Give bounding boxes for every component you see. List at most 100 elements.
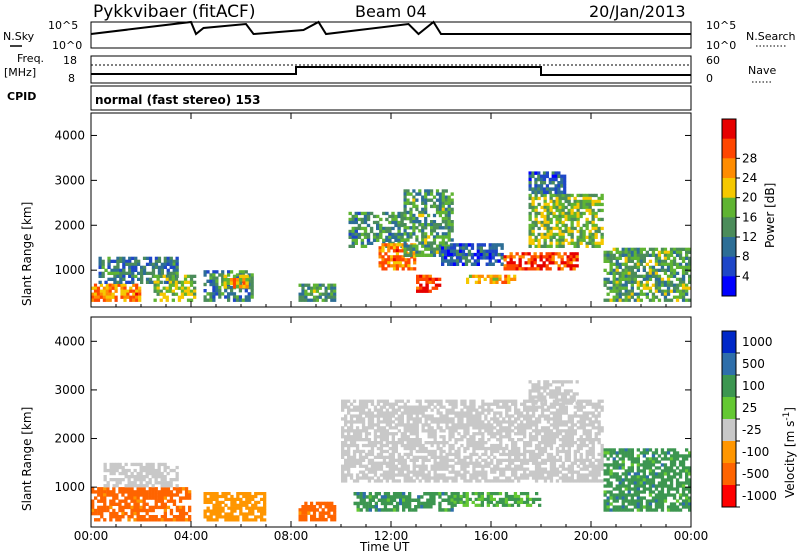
data-cell-2 [215,497,219,501]
data-cell-8 [627,478,631,482]
data-cell-4 [385,420,389,424]
data-cell-6 [391,226,395,231]
data-cell-2 [156,292,160,296]
data-cell-6 [486,497,490,501]
data-cell-4 [487,455,491,459]
data-cell-8 [645,499,649,503]
data-cell-11 [492,280,496,284]
data-cell-15 [654,259,659,263]
data-cell-4 [511,441,515,445]
data-cell-15 [666,256,671,260]
data-cell-4 [514,458,518,462]
data-cell-10 [473,252,477,257]
data-cell-0 [99,292,103,296]
data-cell-8 [615,454,619,458]
data-cell-4 [478,446,482,451]
data-cell-8 [651,457,656,461]
data-cell-13 [567,241,571,245]
data-cell-4 [508,417,512,421]
data-cell-4 [588,470,592,474]
data-cell-2 [230,506,234,510]
data-cell-4 [364,405,369,409]
data-cell-4 [442,414,446,418]
data-cell-4 [463,446,467,451]
data-cell-4 [520,426,524,430]
data-cell-4 [412,458,416,462]
data-cell-4 [552,423,557,427]
data-cell-4 [567,455,571,459]
data-cell-4 [391,443,395,448]
data-cell-8 [412,244,416,248]
data-cell-6 [363,232,368,237]
data-cell-4 [570,423,574,427]
data-cell-8 [621,493,625,497]
data-cell-8 [415,207,419,212]
data-cell-2 [242,500,246,504]
data-cell-0 [138,286,142,290]
data-cell-4 [460,417,464,421]
data-cell-8 [435,250,440,254]
data-cell-4 [573,470,577,474]
data-cell-15 [685,253,689,257]
data-cell-3 [203,295,207,299]
data-cell-4 [552,470,557,474]
data-cell-3 [324,505,328,509]
data-cell-14 [545,174,549,179]
data-cell-4 [239,278,243,282]
data-cell-3 [330,501,334,506]
data-cell-15 [609,265,613,269]
data-cell-0 [169,511,174,516]
data-cell-8 [648,502,653,506]
data-cell-0 [130,515,134,519]
data-cell-1 [142,256,147,260]
data-cell-13 [558,214,562,219]
data-cell-4 [561,443,565,448]
data-cell-13 [585,226,589,231]
data-cell-4 [242,284,246,289]
data-cell-4 [567,470,571,474]
data-cell-4 [415,399,419,403]
data-cell-0 [99,295,103,299]
data-cell-13 [549,211,553,216]
data-cell-15 [663,247,668,251]
data-cell-4 [549,438,554,442]
data-cell-4 [570,426,574,430]
data-cell-4 [528,441,533,445]
data-cell-4 [537,461,542,465]
data-cell-4 [406,473,410,477]
data-cell-14 [534,181,538,185]
data-cell-8 [409,244,413,248]
data-cell-7 [413,255,417,259]
data-cell-0 [94,511,98,516]
data-cell-1 [101,274,105,278]
data-cell-4 [379,452,384,457]
data-cell-13 [537,211,541,216]
data-cell-4 [361,464,366,468]
data-cell-4 [472,426,476,430]
data-cell-4 [400,441,404,445]
data-cell-4 [403,408,407,412]
data-cell-4 [344,417,348,421]
data-cell-4 [364,443,369,448]
data-cell-15 [681,277,686,281]
data-cell-4 [242,281,246,286]
data-cell-6 [501,497,506,501]
data-cell-1 [157,256,162,260]
data-cell-13 [555,220,559,225]
data-cell-3 [206,298,210,302]
data-cell-4 [388,473,392,477]
data-cell-4 [496,479,500,483]
data-cell-1 [145,256,150,260]
data-cell-0 [106,505,110,510]
data-cell-4 [534,438,539,442]
data-cell-7 [555,380,559,384]
data-cell-4 [478,464,482,468]
data-cell-4 [355,473,360,477]
data-cell-13 [567,229,571,234]
data-cell-15 [603,268,607,272]
data-cell-4 [576,464,580,468]
nsky-tick-bottom: 10^0 [52,39,82,52]
data-cell-15 [621,247,625,251]
data-cell-1 [122,271,126,275]
data-cell-3 [247,292,251,296]
